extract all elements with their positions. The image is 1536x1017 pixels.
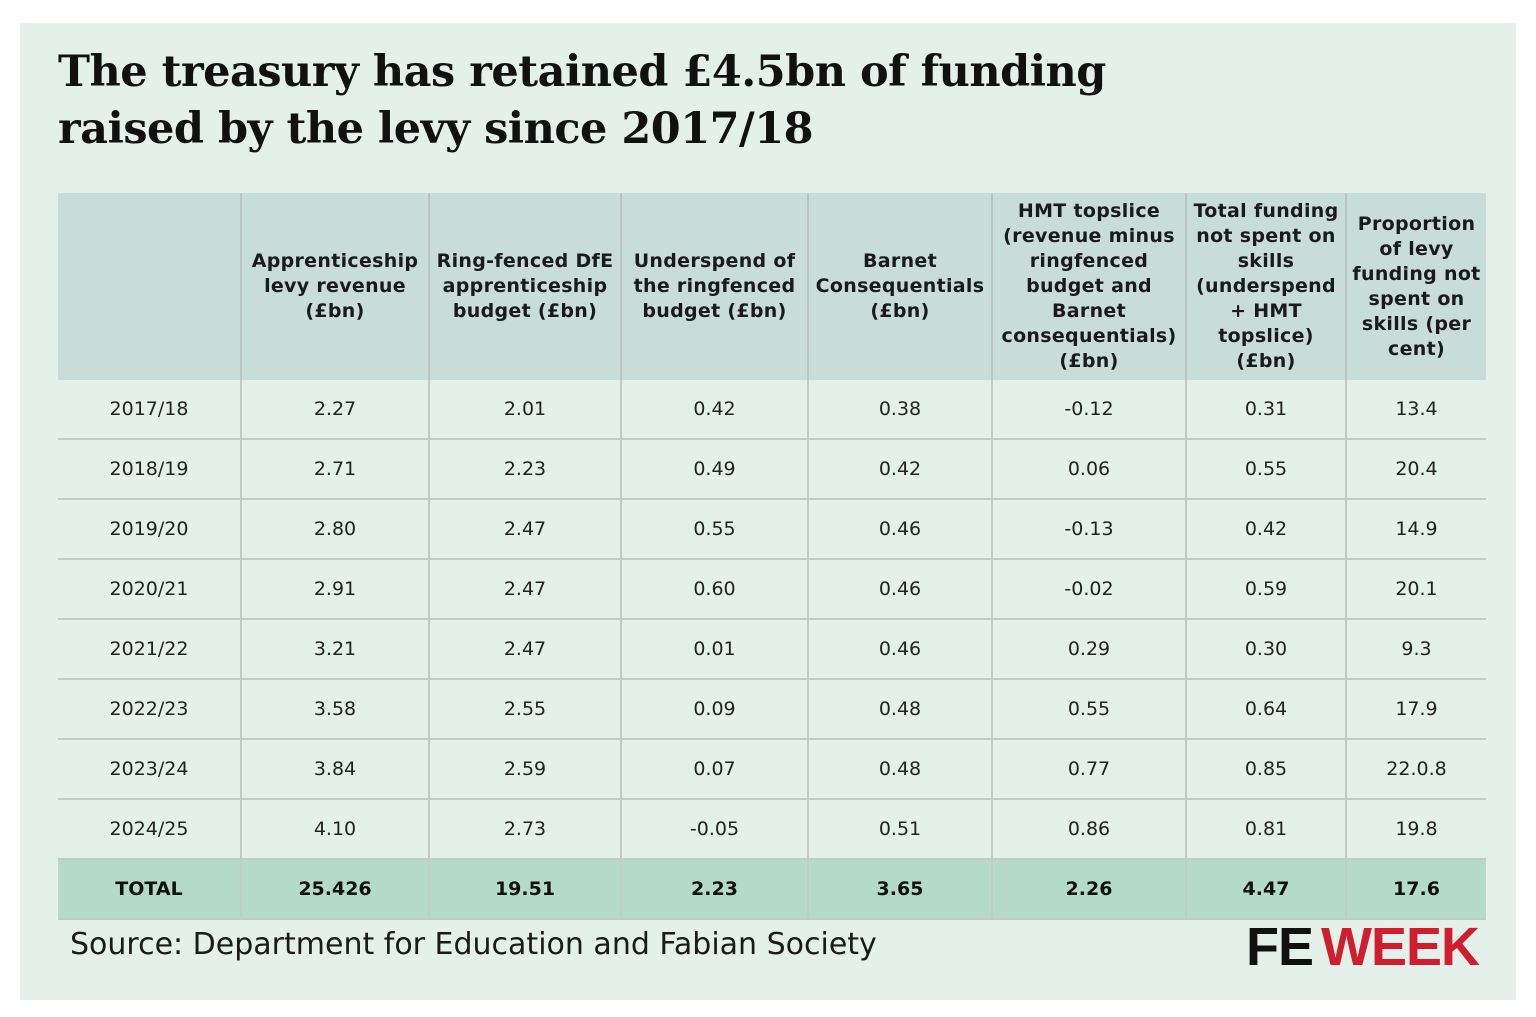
table-cell: -0.12: [991, 380, 1186, 440]
table-cell: 0.81: [1185, 799, 1346, 860]
table-cell: 0.29: [991, 619, 1186, 680]
row-year: 2017/18: [58, 380, 241, 440]
table-cell: 2.01: [428, 380, 621, 440]
row-year: 2024/25: [58, 799, 241, 860]
chart-title: The treasury has retained £4.5bn of fund…: [58, 44, 1158, 158]
table-cell: 0.06: [991, 439, 1186, 500]
fe-week-logo: FE WEEK: [1246, 917, 1480, 977]
table-cell: 0.38: [807, 380, 992, 440]
table-row: 2024/25 4.10 2.73 -0.05 0.51 0.86 0.81 19.8: [58, 799, 1486, 860]
table-cell: 2.71: [240, 439, 429, 500]
table-cell: 0.42: [620, 380, 808, 440]
row-year: 2019/20: [58, 499, 241, 560]
table-cell: 0.48: [807, 679, 992, 740]
column-header: Total funding not spent on skills (under…: [1185, 193, 1346, 380]
total-cell: 3.65: [807, 859, 992, 920]
table-row: 2021/22 3.21 2.47 0.01 0.46 0.29 0.30 9.3: [58, 619, 1486, 680]
total-cell: 17.6: [1345, 859, 1486, 920]
table-cell: 22.0.8: [1345, 739, 1486, 800]
table-cell: 2.73: [428, 799, 621, 860]
table-cell: -0.02: [991, 559, 1186, 620]
table-cell: 0.46: [807, 499, 992, 560]
table-cell: 13.4: [1345, 380, 1486, 440]
table-cell: 2.55: [428, 679, 621, 740]
table-cell: 2.47: [428, 619, 621, 680]
total-cell: 4.47: [1185, 859, 1346, 920]
table-cell: -0.13: [991, 499, 1186, 560]
table-cell: 0.01: [620, 619, 808, 680]
table-cell: 3.21: [240, 619, 429, 680]
row-year: 2022/23: [58, 679, 241, 740]
total-label: TOTAL: [58, 859, 241, 920]
table-cell: 0.07: [620, 739, 808, 800]
table-cell: 0.31: [1185, 380, 1346, 440]
table-cell: 2.91: [240, 559, 429, 620]
table-cell: 20.4: [1345, 439, 1486, 500]
table-cell: 14.9: [1345, 499, 1486, 560]
table-cell: 0.55: [1185, 439, 1346, 500]
table-cell: 0.49: [620, 439, 808, 500]
table-row: 2019/20 2.80 2.47 0.55 0.46 -0.13 0.42 14.9: [58, 499, 1486, 560]
table-cell: 4.10: [240, 799, 429, 860]
title-line-1: The treasury has retained £4.5bn of fund…: [58, 47, 1106, 97]
table-cell: 0.59: [1185, 559, 1346, 620]
table-row: 2020/21 2.91 2.47 0.60 0.46 -0.02 0.59 20.1: [58, 559, 1486, 620]
table-cell: 2.80: [240, 499, 429, 560]
table-cell: 0.42: [807, 439, 992, 500]
table-cell: 2.47: [428, 499, 621, 560]
logo-week: WEEK: [1321, 917, 1480, 977]
table-cell: 0.48: [807, 739, 992, 800]
column-header: Apprenticeship levy revenue (£bn): [240, 193, 429, 380]
row-year: 2018/19: [58, 439, 241, 500]
table-cell: 0.55: [991, 679, 1186, 740]
total-row: TOTAL 25.426 19.51 2.23 3.65 2.26 4.47 17.6: [58, 859, 1486, 920]
column-header: HMT topslice (revenue minus ringfenced b…: [991, 193, 1186, 380]
table-cell: 3.58: [240, 679, 429, 740]
column-header: Barnet Consequentials (£bn): [807, 193, 992, 380]
table-cell: 0.64: [1185, 679, 1346, 740]
table-cell: 0.55: [620, 499, 808, 560]
levy-table: Apprenticeship levy revenue (£bn) Ring-fe…: [58, 193, 1486, 920]
table-cell: 2.23: [428, 439, 621, 500]
table-cell: 0.09: [620, 679, 808, 740]
table-cell: 0.30: [1185, 619, 1346, 680]
table-cell: -0.05: [620, 799, 808, 860]
table-cell: 0.60: [620, 559, 808, 620]
table-cell: 0.51: [807, 799, 992, 860]
title-line-2: raised by the levy since 2017/18: [58, 104, 814, 154]
row-year: 2020/21: [58, 559, 241, 620]
table-cell: 19.8: [1345, 799, 1486, 860]
table-cell: 0.77: [991, 739, 1186, 800]
table-cell: 0.86: [991, 799, 1186, 860]
row-year: 2023/24: [58, 739, 241, 800]
table-row: 2018/19 2.71 2.23 0.49 0.42 0.06 0.55 20.4: [58, 439, 1486, 500]
table-cell: 2.59: [428, 739, 621, 800]
table-cell: 2.47: [428, 559, 621, 620]
total-cell: 2.23: [620, 859, 808, 920]
table-cell: 3.84: [240, 739, 429, 800]
table-cell: 17.9: [1345, 679, 1486, 740]
total-cell: 2.26: [991, 859, 1186, 920]
logo-fe: FE: [1246, 917, 1314, 977]
table-cell: 0.85: [1185, 739, 1346, 800]
column-header: Proportion of levy funding not spent on …: [1345, 193, 1486, 380]
table-cell: 2.27: [240, 380, 429, 440]
table-row: 2022/23 3.58 2.55 0.09 0.48 0.55 0.64 17.9: [58, 679, 1486, 740]
table-cell: 9.3: [1345, 619, 1486, 680]
column-header: [58, 193, 241, 380]
table-cell: 0.46: [807, 559, 992, 620]
row-year: 2021/22: [58, 619, 241, 680]
source-note: Source: Department for Education and Fab…: [70, 927, 877, 962]
table-cell: 20.1: [1345, 559, 1486, 620]
table-cell: 0.42: [1185, 499, 1346, 560]
table-row: 2023/24 3.84 2.59 0.07 0.48 0.77 0.85 22.0.8: [58, 739, 1486, 800]
column-header: Underspend of the ringfenced budget (£bn…: [620, 193, 808, 380]
table-row: 2017/18 2.27 2.01 0.42 0.38 -0.12 0.31 13.4: [58, 380, 1486, 440]
column-header: Ring-fenced DfE apprenticeship budget (£…: [428, 193, 621, 380]
total-cell: 19.51: [428, 859, 621, 920]
total-cell: 25.426: [240, 859, 429, 920]
table-cell: 0.46: [807, 619, 992, 680]
header-row: Apprenticeship levy revenue (£bn) Ring-fe…: [58, 193, 1486, 380]
